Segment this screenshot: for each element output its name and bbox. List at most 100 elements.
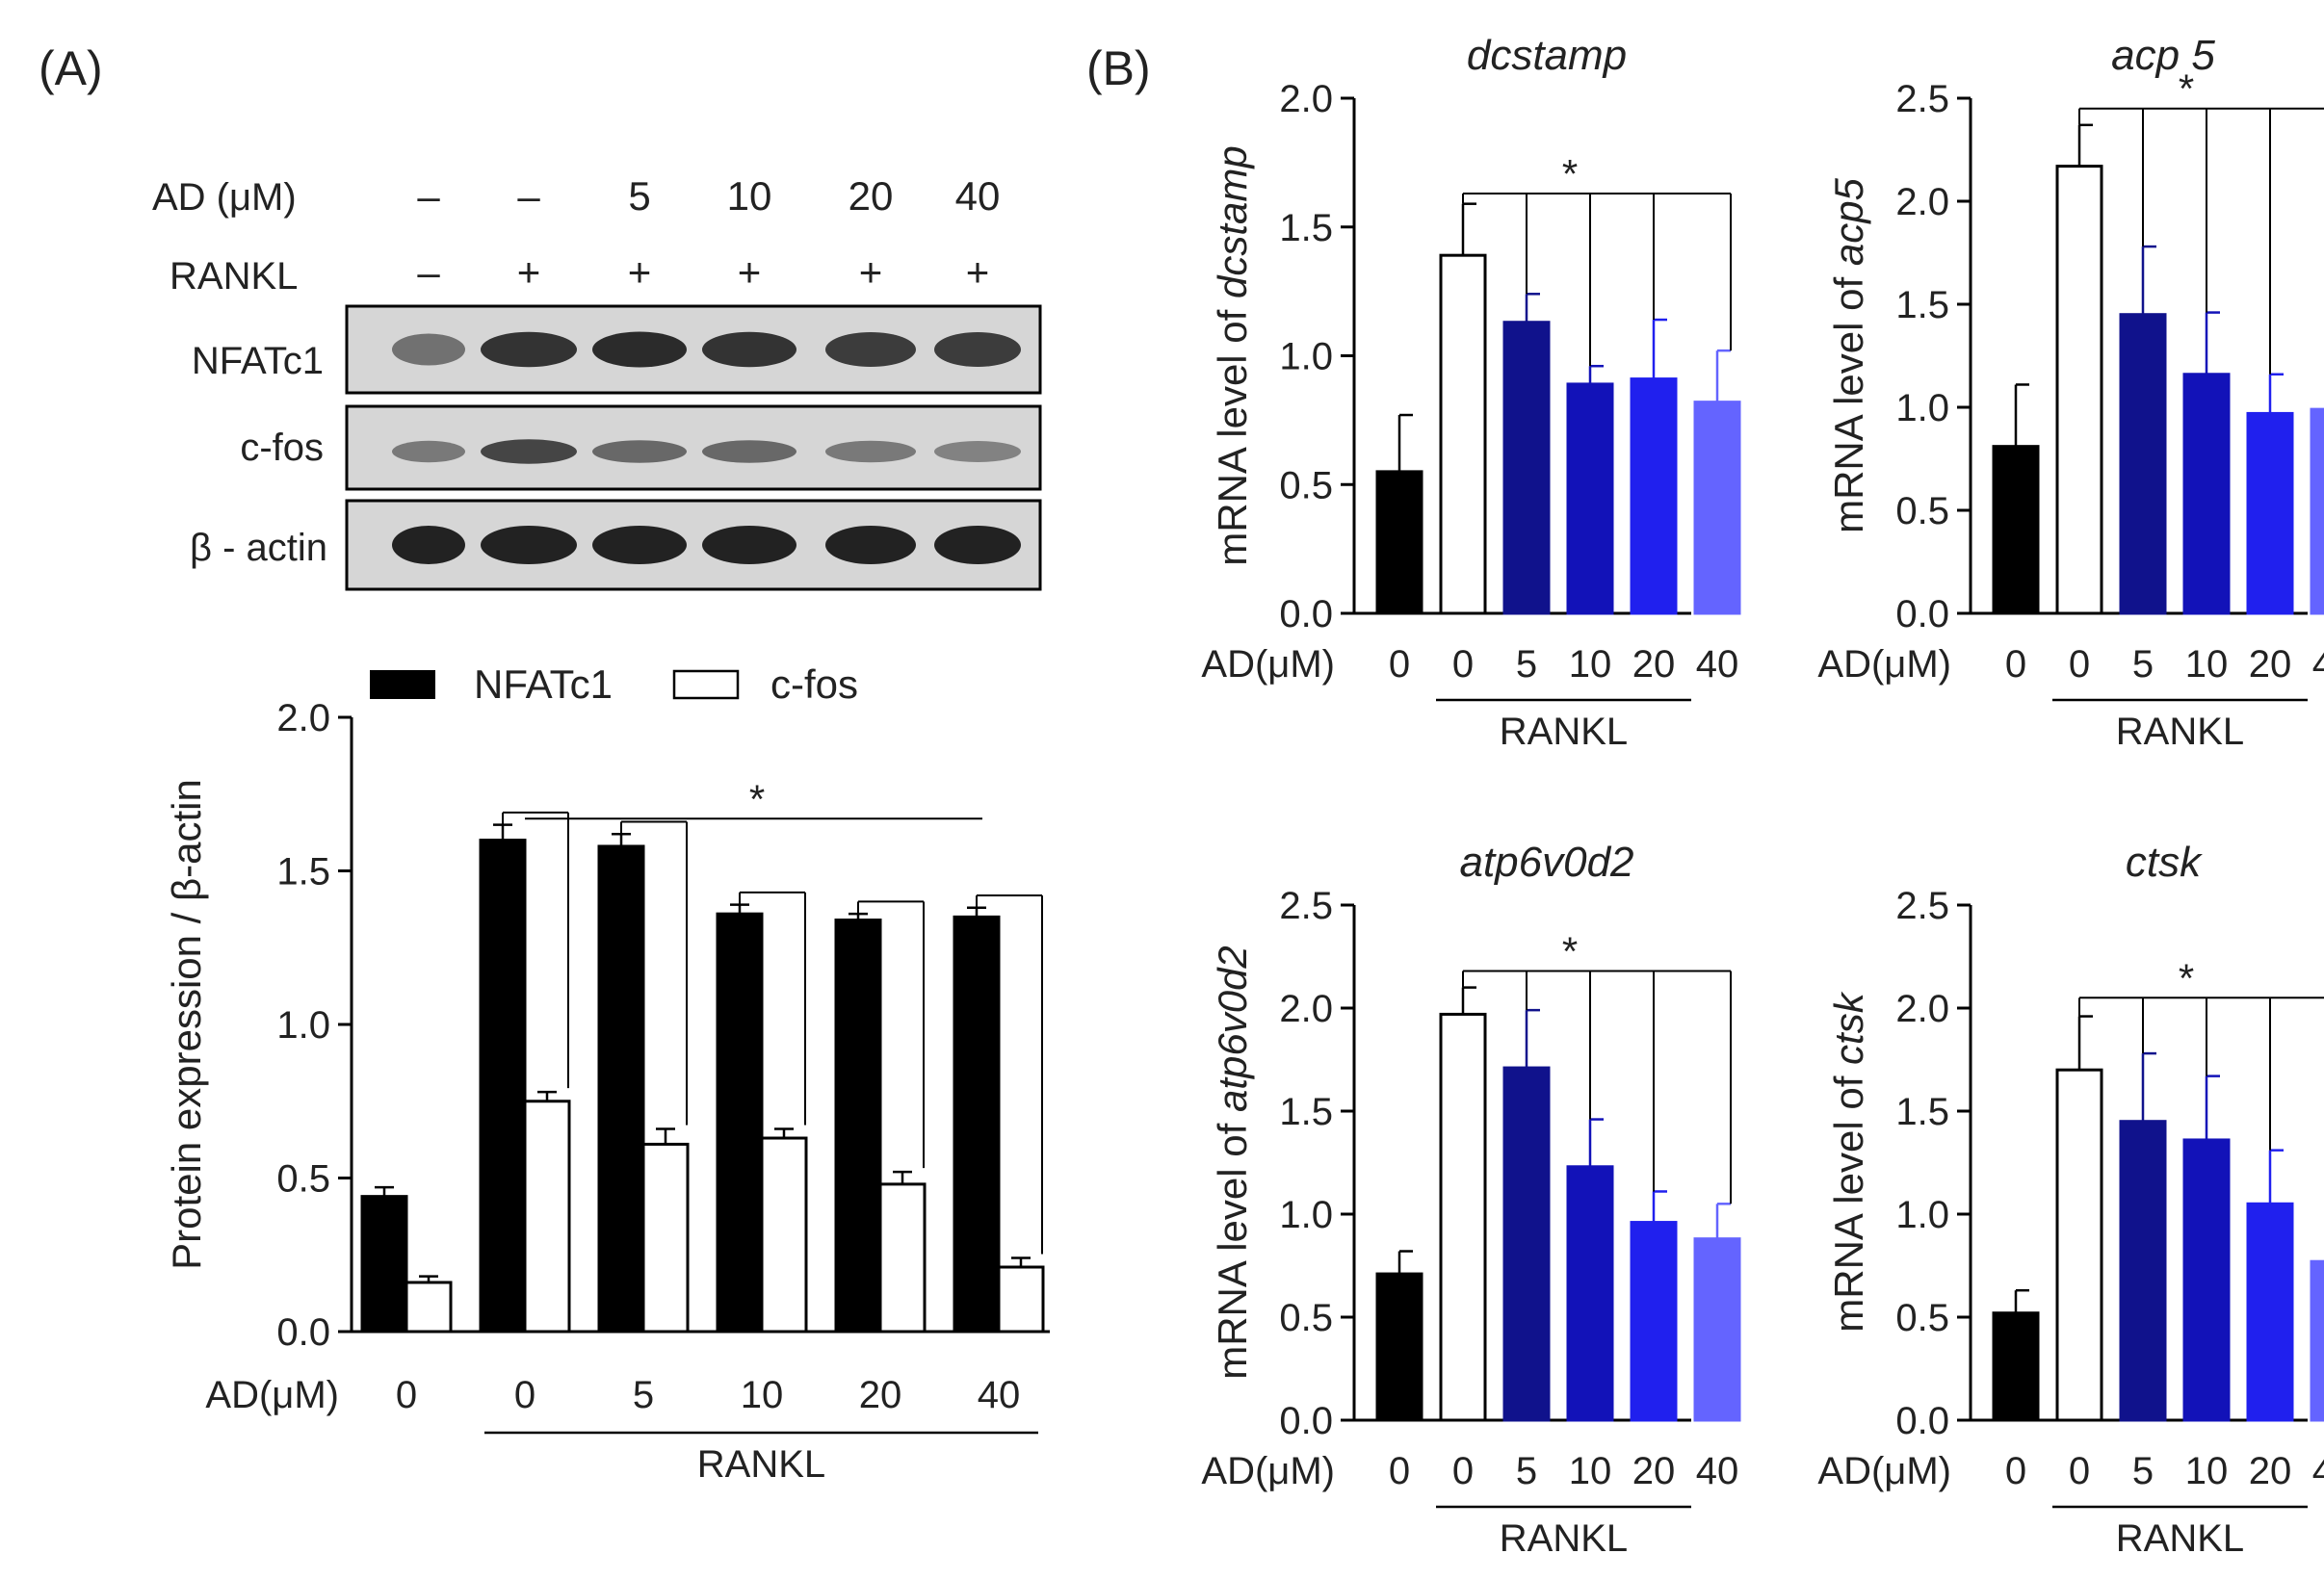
blot-ad-value: 10 [727, 173, 772, 219]
x-tick-label: 20 [1632, 1450, 1676, 1492]
blot-band [392, 440, 465, 463]
chart-atp6v0d2: 0.0 0.5 1.0 1.5 2.0 2.5 mRNA level of atp6v0d2… [1201, 839, 1741, 1560]
significance-star: * [2179, 955, 2194, 1000]
x-tick-label: 0 [396, 1374, 417, 1416]
legend-label-nfatc1: NFATc1 [474, 661, 613, 707]
bar-nfatc1 [479, 839, 527, 1334]
panel-label-a: (A) [39, 41, 103, 95]
bar [1566, 1165, 1614, 1422]
bar [2119, 313, 2167, 615]
bar [2246, 411, 2294, 615]
blot-band [392, 333, 465, 366]
bar [2182, 1138, 2231, 1422]
y-axis-label-prefix: mRNA level of [1826, 1065, 1871, 1333]
x-tick-label: 40 [2312, 643, 2324, 686]
y-tick-label: 2.5 [1895, 885, 1949, 927]
blot-band [934, 526, 1021, 564]
y-tick-label: 0.0 [276, 1311, 330, 1354]
y-tick-label: 2.5 [1895, 78, 1949, 120]
y-axis-label: mRNA level of ctsk [1826, 991, 1871, 1332]
blot-rankl-label: RANKL [170, 255, 298, 298]
x-tick-label: 20 [859, 1374, 902, 1416]
chart-title: atp6v0d2 [1459, 839, 1633, 886]
bar [1693, 1237, 1741, 1422]
significance-star: * [2179, 66, 2194, 112]
y-tick-label: 2.5 [1279, 885, 1333, 927]
x-axis-prefix: AD(μM) [1817, 643, 1951, 686]
y-axis-label-gene: acp5 [1826, 177, 1871, 266]
y-tick-label: 0.0 [1279, 593, 1333, 635]
y-tick-label: 1.0 [1895, 1194, 1949, 1236]
legend-label-cfos: c-fos [770, 661, 858, 707]
panel-label-b: (B) [1086, 41, 1151, 95]
blot-row-label: c-fos [240, 427, 324, 469]
y-axis-label: Protein expression / β-actin [164, 779, 209, 1270]
legend-swatch-cfos [672, 669, 740, 700]
y-tick-label: 2.0 [276, 697, 330, 739]
x-tick-label: 0 [1389, 643, 1410, 686]
bar [2055, 1068, 2103, 1422]
blot-ad-value: – [417, 173, 440, 219]
x-tick-label: 0 [2069, 643, 2090, 686]
y-axis-label-prefix: mRNA level of [1826, 266, 1871, 533]
significance-star: * [1562, 928, 1578, 973]
y-tick-label: 1.0 [276, 1004, 330, 1047]
x-tick-label: 40 [1696, 1450, 1739, 1492]
blot-band [481, 526, 577, 564]
x-tick-label: 5 [1516, 643, 1537, 686]
blot-rankl-value: + [517, 249, 541, 295]
x-tick-label: 0 [2069, 1450, 2090, 1492]
bar-nfatc1 [360, 1195, 408, 1334]
group-label: RANKL [2116, 1517, 2244, 1560]
blot-row-label: β - actin [190, 527, 327, 569]
blot-ad-value: – [517, 173, 540, 219]
bar-c-fos [405, 1281, 453, 1334]
y-axis-label-gene: atp6v0d2 [1210, 945, 1255, 1112]
x-tick-label: 5 [2132, 643, 2154, 686]
y-tick-label: 0.0 [1895, 1400, 1949, 1442]
x-tick-label: 0 [2005, 1450, 2026, 1492]
x-tick-label: 20 [2249, 1450, 2292, 1492]
y-tick-label: 1.0 [1279, 1194, 1333, 1236]
x-tick-label: 0 [1452, 643, 1474, 686]
x-axis-prefix: AD(μM) [1817, 1450, 1951, 1492]
chart-acp5: 0.0 0.5 1.0 1.5 2.0 2.5 mRNA level of acp5 acp … [1817, 32, 2324, 753]
x-tick-label: 10 [1569, 643, 1612, 686]
y-tick-label: 0.5 [1895, 1297, 1949, 1339]
bar [1375, 1272, 1423, 1422]
y-tick-label: 2.0 [1895, 181, 1949, 223]
blot-band [592, 440, 687, 463]
y-axis-label: mRNA level of atp6v0d2 [1210, 945, 1255, 1380]
y-tick-label: 2.0 [1895, 988, 1949, 1030]
western-blot: AD (μM) – – 5 10 20 40 RANKL – + + + + + NFATc1 c-fos β … [152, 173, 1042, 591]
bar [1502, 321, 1551, 615]
bar [2310, 1259, 2324, 1422]
blot-band [825, 440, 916, 463]
bar-nfatc1 [834, 919, 882, 1334]
blot-ad-value: 20 [849, 173, 894, 219]
blot-rankl-value: + [966, 249, 990, 295]
x-tick-label: 5 [1516, 1450, 1537, 1492]
blot-row-label: NFATc1 [192, 340, 324, 382]
chart-protein-expression: 0.0 0.5 1.0 1.5 2.0 Protein expression / β-ac… [164, 661, 1050, 1486]
x-tick-label: 0 [2005, 643, 2026, 686]
blot-ad-value: 40 [955, 173, 1001, 219]
y-tick-label: 0.5 [1895, 490, 1949, 532]
bar-c-fos [997, 1265, 1045, 1334]
blot-band [934, 332, 1021, 367]
blot-band [481, 331, 577, 368]
x-tick-label: 0 [1389, 1450, 1410, 1492]
x-axis-prefix: AD(μM) [1201, 1450, 1335, 1492]
x-axis-prefix: AD(μM) [1201, 643, 1335, 686]
y-axis-label-prefix: mRNA level of [1210, 1112, 1255, 1380]
y-tick-label: 1.5 [1895, 1091, 1949, 1133]
x-tick-label: 20 [1632, 643, 1676, 686]
y-tick-label: 1.0 [1279, 336, 1333, 378]
significance-star: * [749, 776, 765, 821]
bar [2246, 1202, 2294, 1422]
y-tick-label: 1.0 [1895, 387, 1949, 429]
blot-band [702, 331, 796, 368]
blot-band [592, 526, 687, 564]
